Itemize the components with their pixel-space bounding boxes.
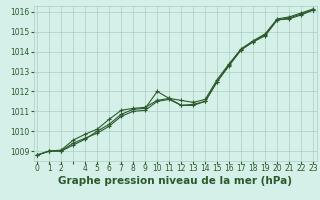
X-axis label: Graphe pression niveau de la mer (hPa): Graphe pression niveau de la mer (hPa) — [58, 176, 292, 186]
